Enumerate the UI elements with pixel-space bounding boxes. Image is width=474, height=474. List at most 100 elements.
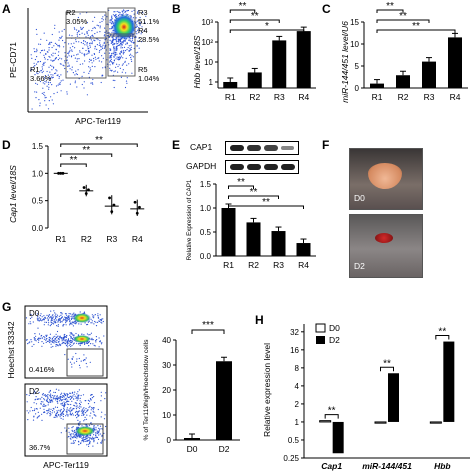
flow-dot [63, 409, 65, 411]
flow-dot [92, 438, 94, 440]
flow-dot [61, 396, 64, 398]
flow-dot [72, 316, 74, 318]
flow-dot [72, 343, 74, 345]
flow-dot [132, 17, 134, 19]
flow-dot [139, 23, 141, 25]
bar [370, 83, 384, 88]
flow-dot [95, 325, 98, 327]
flow-dot [81, 409, 83, 411]
flow-dot [115, 58, 117, 60]
flow-dot [92, 343, 94, 345]
flow-dot [44, 317, 46, 319]
flow-dot [43, 403, 45, 405]
flow-dot [66, 412, 68, 414]
flow-dot [74, 47, 76, 49]
flow-dot [114, 70, 116, 72]
flow-dot [117, 71, 119, 73]
flow-dot [48, 322, 50, 324]
flow-dot [94, 66, 96, 68]
panel-label-d: D [2, 138, 11, 152]
flow-dot [77, 395, 79, 397]
category-label: R1 [55, 234, 66, 244]
y-tick-label: 1.0 [32, 169, 44, 178]
significance-stars: ** [70, 155, 78, 166]
g-bottom-gate [66, 423, 104, 455]
flow-dot [100, 343, 103, 345]
flow-dot [48, 408, 50, 410]
flow-dot [79, 343, 81, 345]
flow-dot [125, 50, 127, 52]
gate-r4-pct: 28.5% [138, 35, 160, 44]
flow-dot [71, 429, 73, 431]
flow-dot [87, 48, 89, 50]
flow-dot [57, 324, 60, 326]
flow-dot [88, 424, 91, 426]
flow-dot [65, 324, 67, 326]
y-tick-label: 1 [209, 78, 214, 87]
flow-dot [103, 47, 106, 49]
flow-dot [31, 108, 33, 110]
flow-dot [82, 411, 84, 413]
gapdh-blot-label: GAPDH [186, 161, 217, 171]
flow-dot [47, 315, 50, 318]
flow-dot [38, 317, 40, 319]
flow-dot [45, 321, 48, 323]
flow-dot [72, 334, 74, 336]
flow-dot [99, 44, 101, 46]
flow-dot [66, 340, 68, 342]
significance-bracket [60, 153, 113, 157]
g-bottom-day: D2 [29, 387, 40, 396]
flow-dot [66, 91, 68, 93]
flow-dot [83, 311, 85, 313]
g-bottom-pct: 36.7% [29, 443, 51, 452]
flow-dot [43, 398, 45, 400]
flow-dot [85, 436, 87, 438]
flow-dot [80, 406, 82, 408]
category-label: R4 [450, 92, 461, 102]
flow-dot [127, 47, 129, 49]
flow-dot [113, 71, 115, 73]
flow-dot [62, 337, 64, 339]
flow-dot [137, 29, 139, 31]
cap1-blot-label: CAP1 [190, 142, 213, 152]
flow-dot [97, 315, 99, 317]
flow-dot [122, 63, 124, 65]
flow-dot [99, 425, 102, 427]
flow-dot [120, 55, 122, 57]
flow-dot [50, 54, 53, 56]
flow-dot [76, 393, 78, 395]
flow-dot [108, 36, 111, 38]
flow-dot [50, 408, 52, 410]
flow-dot [41, 66, 43, 68]
flow-dot [68, 65, 70, 67]
category-label: R4 [298, 260, 309, 270]
flow-dot [56, 416, 58, 418]
flow-dot [76, 58, 78, 60]
flow-dot [123, 46, 126, 49]
flow-dot [34, 58, 37, 61]
flow-dot [60, 312, 62, 314]
flow-dot [39, 80, 42, 83]
flow-dot [62, 412, 64, 415]
flow-dot [64, 318, 67, 320]
flow-dot [58, 319, 60, 321]
flow-dot [113, 51, 115, 53]
flow-dot [41, 320, 43, 322]
flow-dot [48, 337, 50, 339]
flow-dot [81, 412, 83, 414]
flow-dot [101, 18, 103, 20]
flow-dot [73, 362, 75, 364]
flow-dot [115, 47, 117, 49]
flow-dot [61, 411, 63, 414]
flow-dot [97, 438, 100, 440]
flow-dot [68, 427, 70, 429]
flow-dot [66, 93, 68, 95]
flow-dot [61, 414, 63, 416]
flow-dot [46, 334, 48, 336]
flow-dot [124, 10, 127, 12]
flow-dot [109, 67, 111, 69]
panel-label-g: G [2, 300, 12, 314]
flow-dot [80, 323, 82, 325]
flow-dot [63, 406, 65, 408]
flow-dot [123, 10, 125, 12]
